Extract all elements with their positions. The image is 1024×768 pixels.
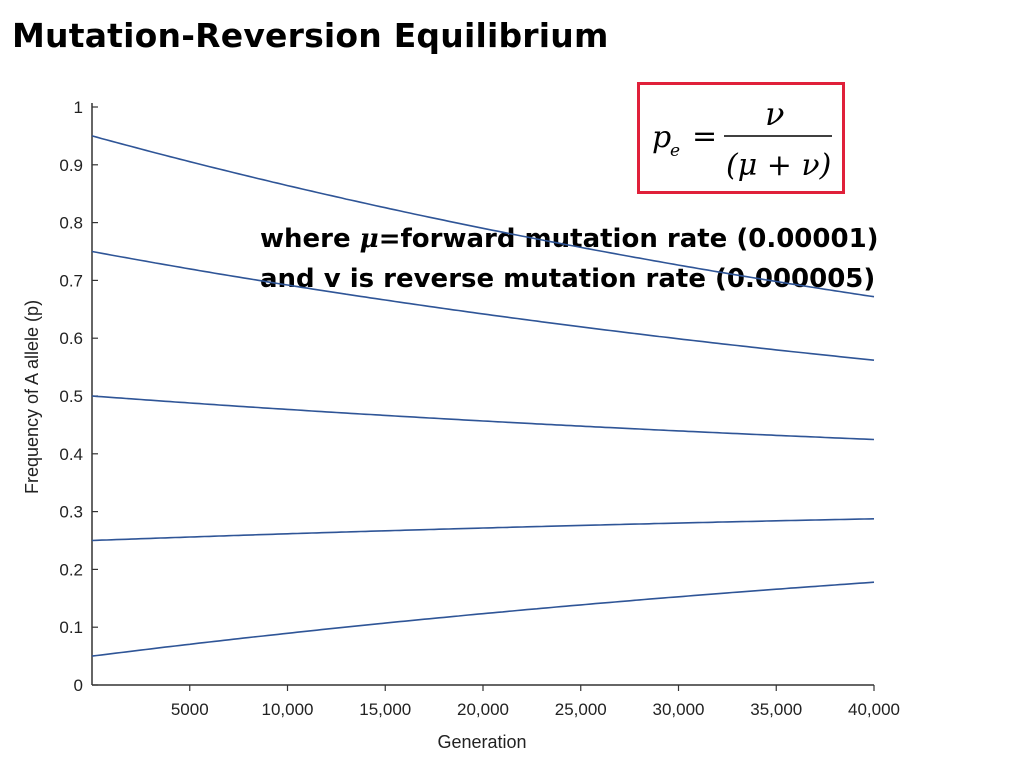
formula-numerator: ν (765, 95, 784, 133)
x-tick-label: 40,000 (848, 700, 900, 719)
formula-box: p e = ν (μ + ν) (637, 82, 845, 194)
y-tick-label: 0.1 (59, 618, 83, 637)
rate-note-line-1-rest: =forward mutation rate (0.00001) (378, 224, 879, 254)
x-axis-label: Generation (437, 732, 526, 752)
x-tick-label: 25,000 (555, 700, 607, 719)
frequency-curve-2 (91, 250, 875, 361)
y-tick-label: 0 (74, 676, 83, 695)
y-tick-label: 0.2 (59, 560, 83, 579)
x-tick-label: 10,000 (262, 700, 314, 719)
formula-denominator: (μ + ν) (726, 148, 831, 183)
x-tick-label: 5000 (171, 700, 209, 719)
y-tick-label: 0.9 (59, 156, 83, 175)
formula-equation: p e = ν (μ + ν) (652, 95, 832, 183)
y-tick-label: 0.4 (59, 445, 83, 464)
rate-note-line-1-prefix: where (260, 224, 360, 254)
frequency-curve-4 (91, 518, 875, 542)
frequency-curve-5 (91, 581, 875, 657)
y-tick-label: 0.3 (59, 503, 83, 522)
rate-note-line-1: where μ=forward mutation rate (0.00001) (260, 224, 879, 254)
y-axis-label: Frequency of A allele (p) (22, 300, 42, 494)
formula-lhs: p (652, 120, 671, 155)
y-tick-label: 1 (74, 98, 83, 117)
y-tick-label: 0.8 (59, 214, 83, 233)
slide-title: Mutation-Reversion Equilibrium (12, 16, 609, 55)
rate-note-line-2: and v is reverse mutation rate (0.000005… (260, 264, 876, 294)
frequency-curve-3 (91, 395, 875, 441)
x-tick-label: 15,000 (359, 700, 411, 719)
formula-lhs-subscript: e (670, 141, 680, 161)
x-tick-label: 20,000 (457, 700, 509, 719)
mu-symbol: μ (359, 224, 379, 254)
y-tick-label: 0.7 (59, 271, 83, 290)
frequency-curve-1 (91, 135, 875, 298)
y-tick-label: 0.6 (59, 329, 83, 348)
formula-equals: = (692, 119, 717, 154)
y-tick-label: 0.5 (59, 387, 83, 406)
chart-axes: 0 0.1 0.2 0.3 0.4 0.5 0.6 0.7 0.8 0.9 1 5000 10,000 1… (59, 98, 900, 719)
x-tick-label: 30,000 (653, 700, 705, 719)
x-tick-label: 35,000 (750, 700, 802, 719)
chart-curves (91, 135, 875, 657)
